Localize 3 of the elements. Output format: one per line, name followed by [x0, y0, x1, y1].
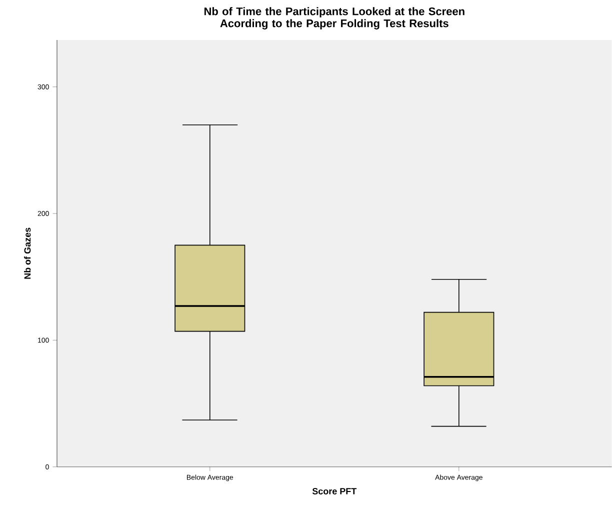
chart-title: Nb of Time the Participants Looked at the Screen Acording to the Paper Folding Test Results — [204, 7, 464, 30]
x-axis-title: Score PFT — [312, 488, 357, 494]
y-axis-title: Nb of Gazes — [24, 228, 31, 279]
